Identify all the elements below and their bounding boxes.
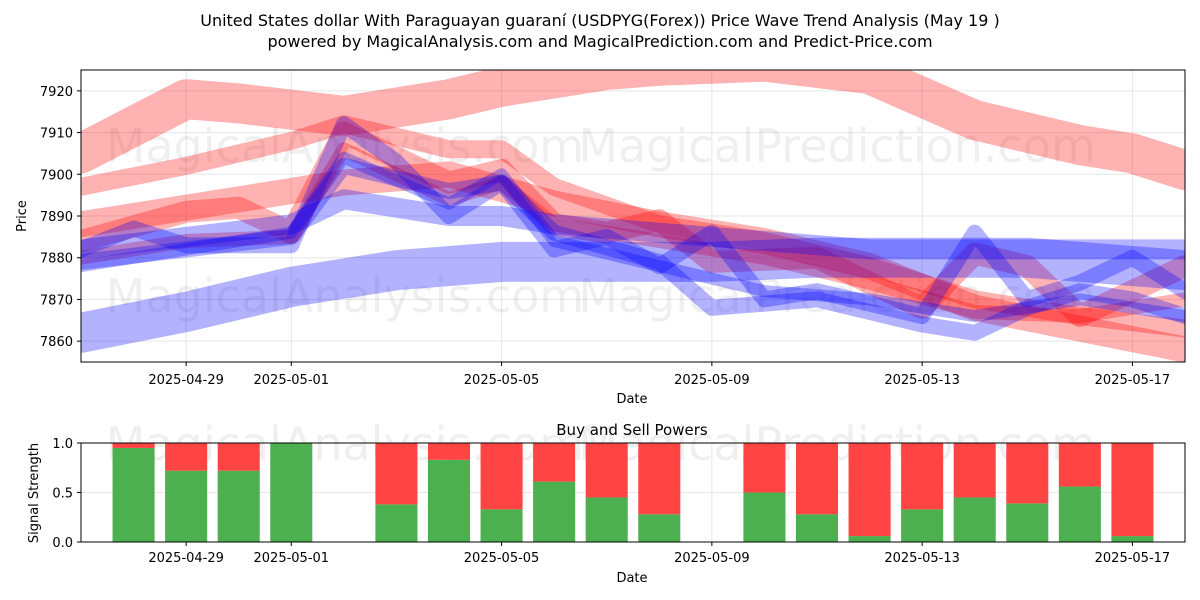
blue-wave-line-7 [81, 116, 1185, 325]
bottom-chart-title: Buy and Sell Powers [556, 421, 708, 439]
red-wave-line-4 [81, 142, 1185, 324]
sell-power-bar [1006, 443, 1049, 504]
bottom-axis-ticks: 2025-04-29 2025-05-01 2025-05-05 2025-05-09… [52, 437, 1170, 566]
top-y-tick-label: 7900 [40, 168, 73, 183]
sell-power-bar [217, 443, 260, 471]
figure-subtitle: powered by MagicalAnalysis.com and Magic… [267, 32, 932, 51]
bottom-x-tick-label: 2025-05-05 [464, 551, 540, 566]
blue-wave-line-8 [81, 157, 1185, 341]
buy-power-bar [217, 470, 260, 542]
sell-power-bar [901, 443, 944, 510]
red-wave-line-1 [81, 161, 1185, 362]
watermark-mid-left: MagicalAnalysis.com [106, 269, 585, 323]
buy-power-bar [901, 509, 944, 542]
buy-power-bar [848, 536, 891, 542]
buy-power-bar [638, 514, 681, 542]
bottom-y-tick-label: 1.0 [52, 437, 73, 452]
figure-title: United States dollar With Paraguayan gua… [200, 11, 1000, 30]
buy-power-bar [165, 470, 208, 542]
bottom-x-axis-label: Date [616, 571, 647, 586]
watermark-top-left: MagicalAnalysis.com [106, 119, 585, 173]
buy-sell-bars [112, 443, 1154, 542]
sell-power-bar [533, 443, 576, 482]
price-wave-series [81, 70, 1185, 362]
buy-power-bar [795, 514, 839, 542]
sell-power-bar [427, 443, 471, 460]
top-y-tick-label: 7920 [40, 85, 73, 100]
blue-wave-line-5 [81, 237, 1185, 353]
top-y-tick-label: 7910 [40, 127, 73, 142]
blue-wave-line-9 [81, 151, 1185, 323]
top-y-tick-label: 7880 [40, 252, 73, 267]
top-x-axis-label: Date [616, 392, 647, 407]
sell-power-bar [1058, 443, 1101, 487]
buy-power-bar [1058, 486, 1101, 542]
bottom-x-tick-label: 2025-05-17 [1095, 551, 1171, 566]
sell-power-bar [112, 443, 155, 448]
buy-power-bar [480, 509, 523, 542]
top-y-tick-label: 7860 [40, 335, 73, 350]
bottom-y-axis-label: Signal Strength [27, 443, 42, 543]
top-x-tick-label: 2025-05-09 [674, 373, 750, 388]
buy-power-bar [270, 443, 313, 542]
top-y-axis-label: Price [15, 200, 30, 232]
bottom-y-tick-label: 0.0 [52, 536, 73, 551]
red-wave-line-0 [81, 70, 1185, 191]
buy-power-bar [1111, 536, 1154, 542]
top-x-tick-label: 2025-05-05 [464, 373, 540, 388]
top-x-tick-label: 2025-04-29 [148, 373, 224, 388]
red-wave-line-3 [81, 121, 1185, 328]
top-x-tick-label: 2025-05-17 [1095, 373, 1171, 388]
sell-power-bar [638, 443, 681, 515]
blue-wave-line-6 [81, 189, 1185, 260]
top-x-tick-label: 2025-05-13 [884, 373, 960, 388]
buy-power-bar [427, 459, 471, 542]
buy-power-bar [743, 492, 786, 542]
top-y-tick-label: 7870 [40, 293, 73, 308]
sell-power-bar [480, 443, 523, 510]
watermark-mid-right: MagicalPrediction.com [578, 269, 1096, 323]
sell-power-bar [165, 443, 208, 471]
buy-power-bar [953, 497, 996, 542]
bottom-x-tick-label: 2025-04-29 [148, 551, 224, 566]
bottom-x-tick-label: 2025-05-01 [254, 551, 330, 566]
bottom-x-tick-label: 2025-05-13 [884, 551, 960, 566]
top-axis-ticks: 2025-04-29 2025-05-01 2025-05-05 2025-05-09… [40, 85, 1170, 388]
buy-power-bar [112, 447, 155, 542]
sell-power-bar [848, 443, 891, 537]
sell-power-bar [953, 443, 996, 498]
top-x-tick-label: 2025-05-01 [254, 373, 330, 388]
red-wave-line-2 [81, 115, 1185, 338]
top-grid [81, 70, 1185, 362]
buy-power-bar [375, 504, 418, 542]
buy-power-bar [585, 497, 628, 542]
top-y-tick-label: 7890 [40, 210, 73, 225]
bottom-x-tick-label: 2025-05-09 [674, 551, 750, 566]
sell-power-bar [585, 443, 628, 498]
bottom-y-tick-label: 0.5 [52, 487, 73, 502]
sell-power-bar [1111, 443, 1154, 537]
buy-power-bar [1006, 503, 1049, 542]
sell-power-bar [795, 443, 839, 515]
sell-power-bar [375, 443, 418, 505]
buy-power-bar [533, 481, 576, 542]
watermark-top-right: MagicalPrediction.com [578, 119, 1096, 173]
sell-power-bar [743, 443, 786, 493]
